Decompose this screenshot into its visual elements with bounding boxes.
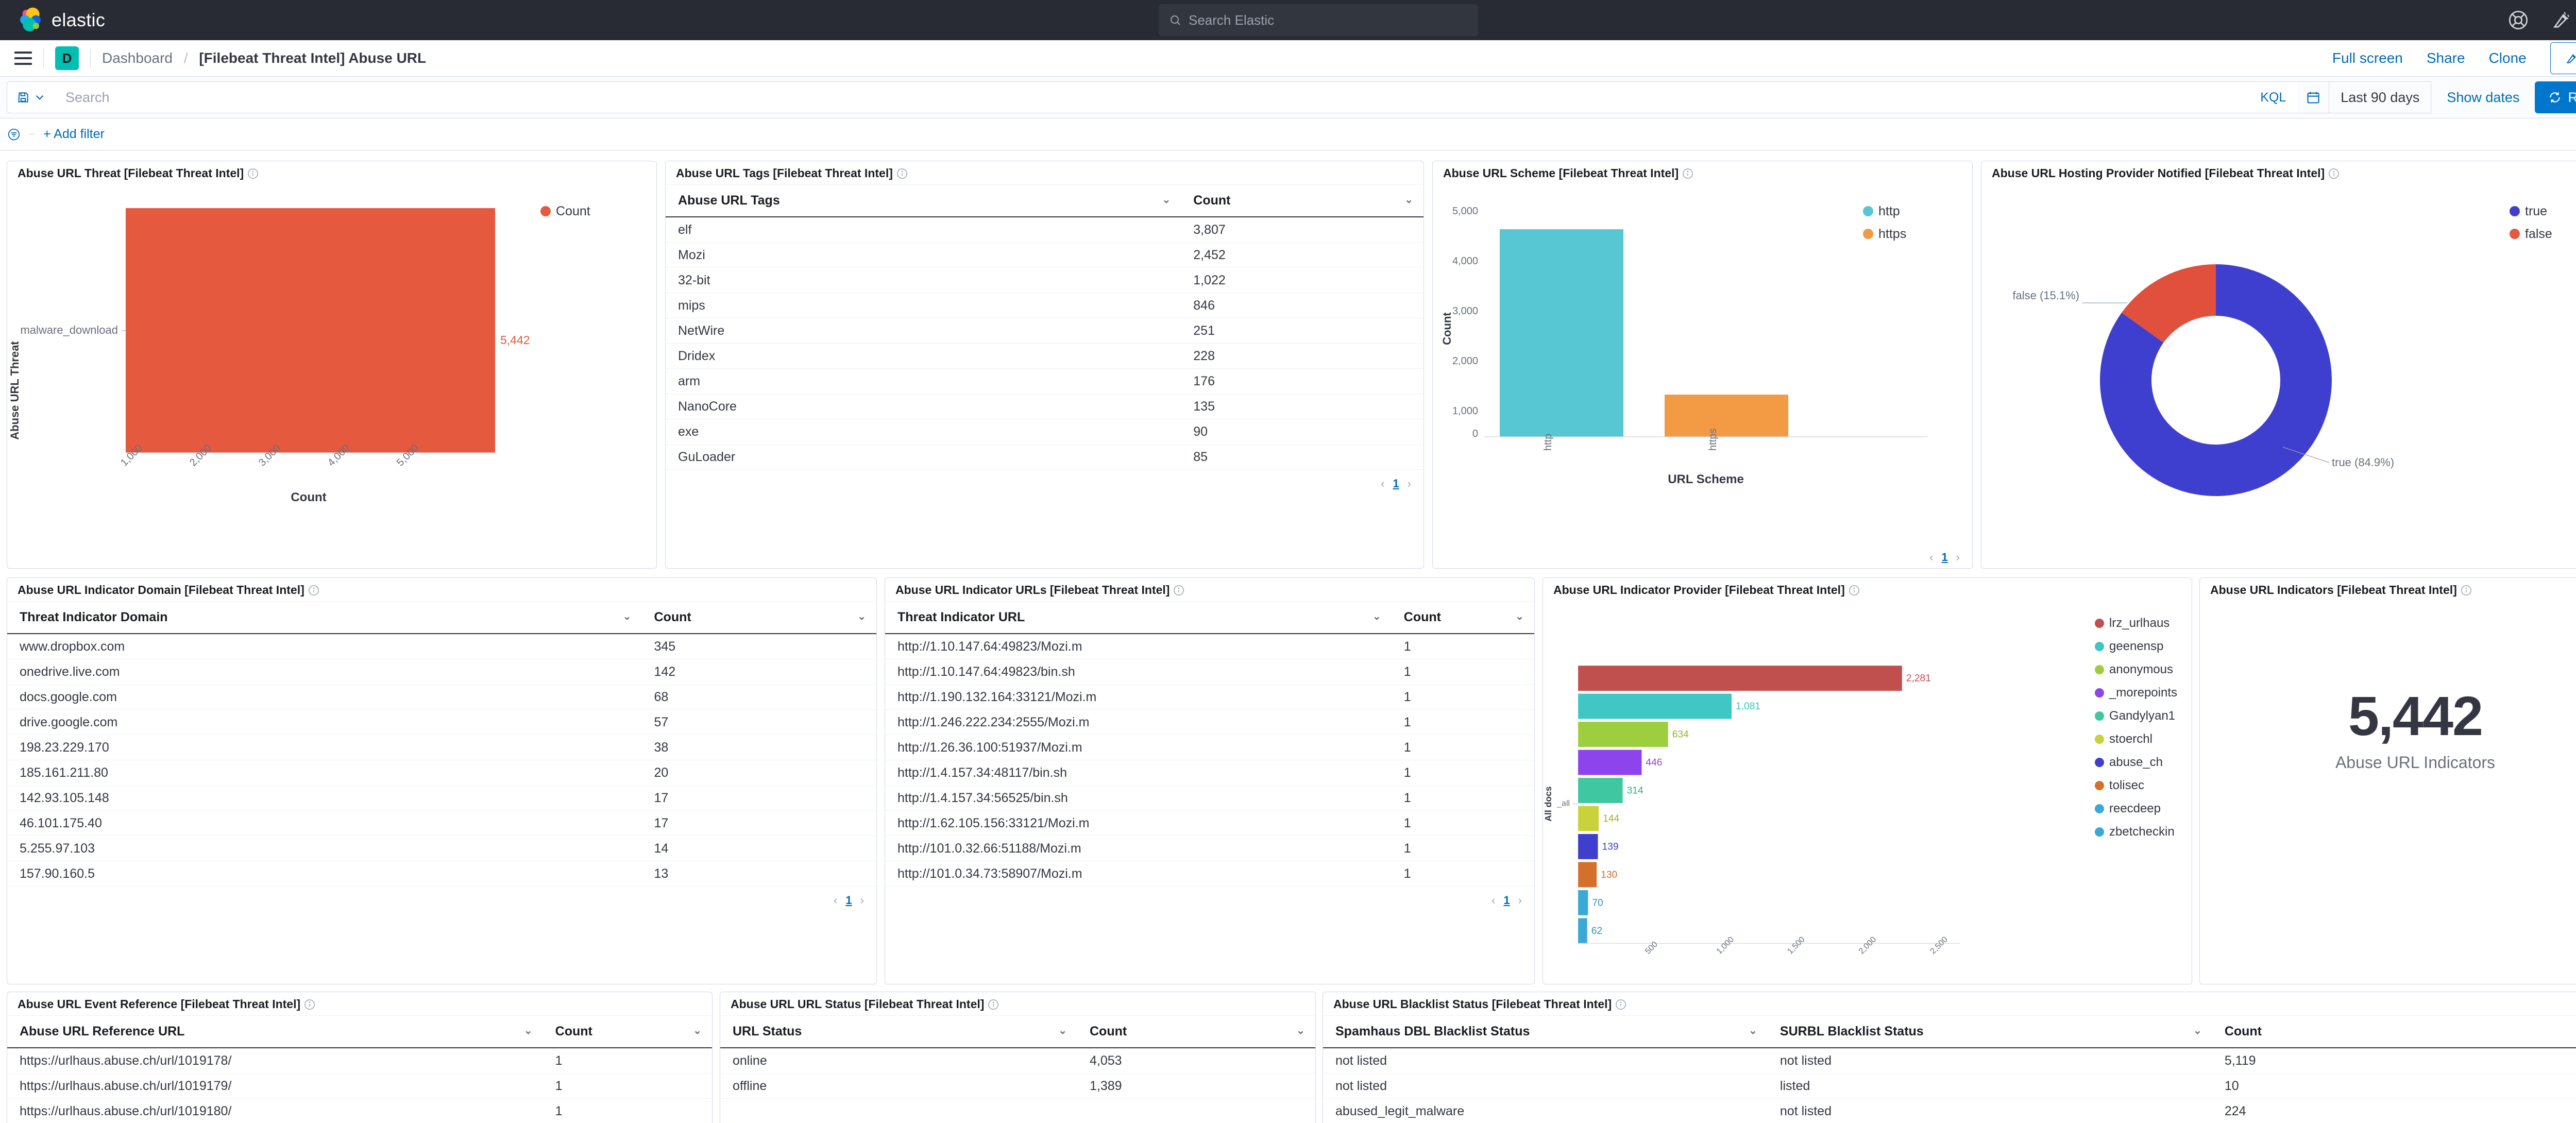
svg-text:Count: Count: [1440, 312, 1453, 345]
svg-text:All docs: All docs: [1543, 786, 1553, 822]
svg-text:1,000: 1,000: [1452, 405, 1478, 417]
svg-text:http: http: [1878, 204, 1900, 218]
svg-text:Count: Count: [556, 204, 590, 218]
svg-text:314: 314: [1627, 786, 1643, 796]
svg-text:3,000: 3,000: [1452, 305, 1478, 317]
svg-text:true: true: [2525, 204, 2547, 218]
svg-text:http: http: [1543, 434, 1554, 451]
svg-text:5,000: 5,000: [1452, 206, 1478, 217]
svg-text:500: 500: [1643, 940, 1659, 956]
svg-text:634: 634: [1672, 729, 1689, 740]
svg-text:https: https: [1707, 429, 1719, 451]
svg-text:0: 0: [1472, 428, 1478, 439]
svg-text:URL Scheme: URL Scheme: [1668, 472, 1744, 486]
svg-text:1,081: 1,081: [1736, 701, 1760, 712]
svg-text:2,281: 2,281: [1906, 673, 1931, 684]
svg-text:true (84.9%): true (84.9%): [2332, 456, 2394, 469]
svg-text:false: false: [2525, 227, 2552, 241]
svg-text:malware_download: malware_download: [20, 324, 118, 336]
svg-text:62: 62: [1591, 926, 1602, 937]
svg-text:2,000: 2,000: [1452, 355, 1478, 367]
svg-text:1,000: 1,000: [1715, 935, 1736, 956]
svg-text:4,000: 4,000: [1452, 256, 1478, 267]
svg-text:2,500: 2,500: [1929, 935, 1950, 956]
svg-text:Count: Count: [291, 490, 326, 504]
svg-text:70: 70: [1592, 897, 1603, 908]
svg-text:false (15.1%): false (15.1%): [2012, 289, 2079, 302]
svg-text:130: 130: [1601, 870, 1617, 880]
svg-text:https: https: [1878, 227, 1906, 241]
svg-text:144: 144: [1603, 813, 1619, 824]
svg-text:139: 139: [1602, 841, 1619, 852]
svg-text:_all: _all: [1556, 799, 1570, 808]
svg-text:446: 446: [1646, 757, 1662, 768]
svg-text:2,000: 2,000: [1857, 935, 1878, 956]
svg-text:5,442: 5,442: [500, 333, 530, 347]
svg-text:Abuse URL Threat: Abuse URL Threat: [8, 341, 21, 440]
svg-text:1,500: 1,500: [1786, 935, 1806, 956]
